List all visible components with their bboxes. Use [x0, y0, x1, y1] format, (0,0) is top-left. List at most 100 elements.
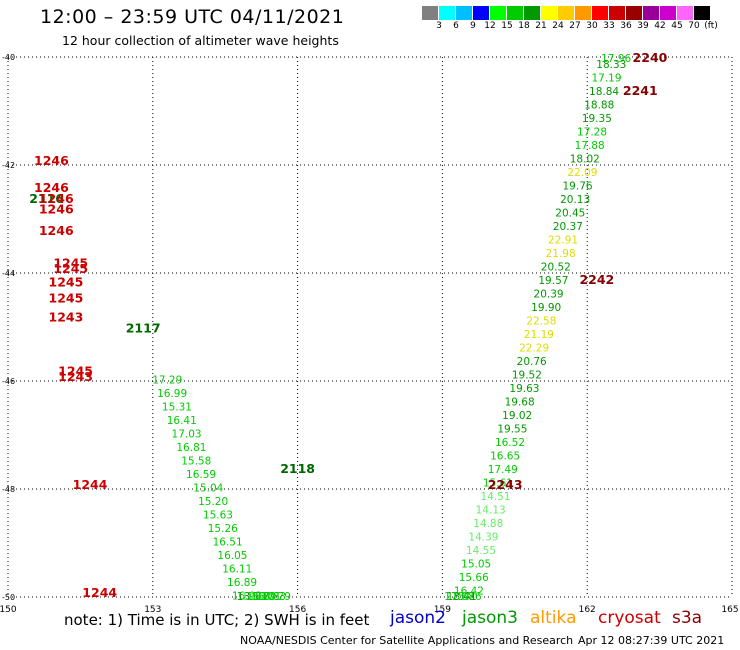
x-tick-label: 162	[579, 605, 596, 615]
wave-height-label: 15.63	[203, 510, 233, 522]
legend-swatch	[626, 6, 643, 20]
wave-height-label: 15.05	[461, 558, 491, 570]
wave-height-label: 19.90	[531, 302, 561, 314]
track-time-label: 1246	[34, 180, 69, 195]
legend-swatch	[694, 6, 711, 20]
x-tick-label: 150	[0, 605, 17, 615]
wave-height-label: 15.86	[452, 591, 482, 603]
wave-height-label: 16.42	[454, 585, 484, 597]
wave-height-label: 17.29	[152, 375, 182, 387]
wave-height-label: 17.19	[591, 72, 621, 84]
track-time-label: 1244	[73, 477, 108, 492]
legend-label: 39	[637, 21, 649, 31]
wave-height-label: 15.04	[193, 483, 223, 495]
x-tick-label: 165	[721, 605, 738, 615]
wave-height-label: 16.99	[157, 388, 187, 400]
track-time-label: 1245	[58, 364, 93, 379]
wave-height-label: 19.55	[497, 423, 527, 435]
y-tick-label: -44	[2, 269, 15, 278]
wave-height-label: 19.63	[509, 383, 539, 395]
wave-height-label: 16.89	[227, 577, 257, 589]
legend-swatch	[575, 6, 592, 20]
wave-height-label: 17.49	[488, 464, 518, 476]
track-time-label: 1245	[53, 256, 88, 271]
y-tick-label: -48	[2, 485, 15, 494]
legend-swatch	[473, 6, 490, 20]
legend-label: 21	[535, 21, 547, 31]
wave-height-label: 17.28	[577, 126, 607, 138]
track-time-label: 1243	[49, 310, 84, 325]
wave-height-label: 16.52	[495, 437, 525, 449]
track-labels: 2240224122422243124612462116124612461246…	[29, 50, 667, 600]
wave-height-label: 14.88	[473, 518, 503, 530]
track-time-label: 2240	[633, 50, 668, 65]
wave-height-label: 21.19	[524, 329, 554, 341]
legend-label: 42	[654, 21, 666, 31]
track-time-label: 2118	[280, 461, 315, 476]
wave-height-label: 19.57	[538, 275, 568, 287]
wave-height-label: 18.13	[237, 591, 267, 603]
wave-height-label: 20.45	[555, 207, 585, 219]
y-tick-label: -50	[2, 593, 15, 602]
axis-ticks: 150 153 156 159 162 165 -40 -42 -44 -46 -48 -50	[0, 53, 739, 615]
wave-height-label: 17.67	[444, 591, 474, 603]
legend-swatch	[643, 6, 660, 20]
track-time-label: 1245	[49, 291, 84, 306]
legend-swatch	[558, 6, 575, 20]
track-time-label: 2243	[488, 477, 523, 492]
wave-height-label: 15.66	[459, 572, 489, 584]
legend-label: 12	[484, 21, 496, 31]
legend-label: 33	[603, 21, 615, 31]
x-tick-label: 153	[144, 605, 161, 615]
wave-height-label: 17.79	[261, 591, 291, 603]
legend-label: 3	[436, 21, 442, 31]
wave-height-label: 18.88	[584, 99, 614, 111]
wave-height-label: 19.52	[512, 369, 542, 381]
wave-height-label: 20.76	[517, 356, 547, 368]
legend-label: 24	[552, 21, 564, 31]
legend-swatch	[456, 6, 473, 20]
track-time-label: 1245	[53, 261, 88, 276]
wave-height-label: 15.26	[208, 523, 238, 535]
track-time-label: 2116	[29, 191, 64, 206]
wave-height-label: 15.20	[198, 496, 228, 508]
track-time-label: 2242	[579, 272, 614, 287]
legend-swatch	[524, 6, 541, 20]
footer-timestamp: Apr 12 08:27:39 UTC 2021	[578, 634, 725, 647]
wave-height-label: 20.13	[560, 194, 590, 206]
wave-height-label: 14.55	[466, 545, 496, 557]
legend-swatch	[439, 6, 456, 20]
track-time-label: 1246	[34, 153, 69, 168]
chart-subtitle: 12 hour collection of altimeter wave hei…	[62, 33, 339, 48]
satellite-jason3: jason3	[462, 608, 518, 628]
track-time-label: 1243	[58, 369, 93, 384]
wave-height-label: 16.41	[167, 415, 197, 427]
legend-label: 15	[501, 21, 513, 31]
wave-height-label: 19.35	[582, 113, 612, 125]
wave-height-label: 15.61	[483, 477, 513, 489]
legend-label: 18	[518, 21, 530, 31]
legend-label: 36	[620, 21, 632, 31]
legend-swatch	[422, 6, 439, 20]
wave-height-label: 16.51	[213, 537, 243, 549]
track-time-label: 2241	[623, 83, 658, 98]
wave-height-label: 19.76	[563, 180, 593, 192]
wave-height-label: 17.83	[256, 591, 286, 603]
wave-height-label: 18.41	[447, 591, 477, 603]
color-legend	[422, 6, 711, 20]
legend-label: 70	[688, 21, 700, 31]
legend-label: (ft)	[704, 21, 718, 31]
wave-height-label: 15.31	[162, 402, 192, 414]
grid-lines	[7, 56, 733, 598]
wave-height-label: 15.89	[246, 591, 276, 603]
wave-height-label: 16.11	[222, 564, 252, 576]
chart-title: 12:00 – 23:59 UTC 04/11/2021	[40, 6, 345, 28]
wave-height-label: 17.88	[575, 140, 605, 152]
x-tick-label: 159	[434, 605, 451, 615]
wave-height-label: 17.03	[172, 429, 202, 441]
track-time-label: 1246	[39, 191, 74, 206]
wave-height-label: 16.81	[176, 442, 206, 454]
satellite-jason2: jason2	[390, 608, 446, 628]
x-tick-label: 156	[289, 605, 306, 615]
